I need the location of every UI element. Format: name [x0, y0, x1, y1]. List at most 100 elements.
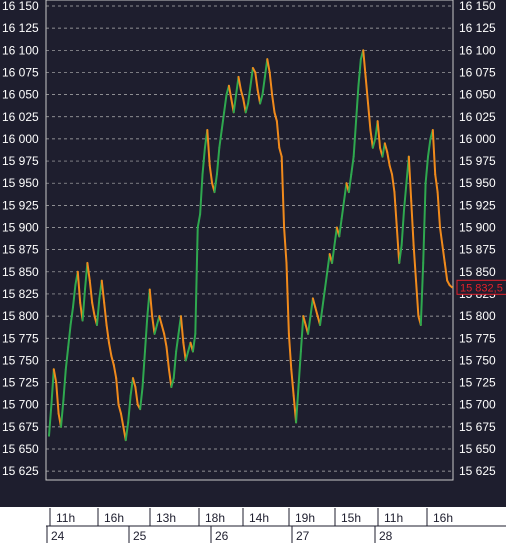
y-tick-label-right: 16 075	[459, 65, 496, 79]
y-tick-label-left: 15 800	[2, 309, 39, 323]
time-label: 14h	[249, 511, 269, 525]
y-tick-label-left: 16 025	[2, 110, 39, 124]
y-tick-label-left: 15 925	[2, 198, 39, 212]
y-tick-label-left: 16 150	[2, 0, 39, 13]
y-tick-label-left: 16 075	[2, 65, 39, 79]
price-segment	[287, 332, 293, 371]
y-tick-label-right: 16 050	[459, 88, 496, 102]
price-segment	[427, 137, 432, 158]
price-segment	[391, 173, 396, 194]
y-tick-label-left: 16 125	[2, 21, 39, 35]
price-segment	[439, 226, 444, 247]
gridlines	[46, 5, 453, 472]
y-tick-label-left: 15 900	[2, 221, 39, 235]
y-tick-label-right: 15 800	[459, 309, 496, 323]
y-tick-label-left: 15 825	[2, 287, 39, 301]
y-tick-label-right: 16 150	[459, 0, 496, 13]
price-segment	[369, 129, 374, 149]
price-segment	[206, 129, 211, 167]
y-tick-label-left: 16 000	[2, 132, 39, 146]
price-segment	[167, 368, 173, 388]
price-segment	[302, 315, 307, 326]
price-segment	[441, 244, 446, 264]
price-segment	[259, 93, 264, 105]
price-segment	[110, 354, 115, 366]
price-segment	[218, 129, 223, 149]
price-segment	[333, 226, 338, 247]
y-tick-label-left: 15 650	[2, 442, 39, 456]
price-segment	[196, 213, 202, 229]
price-segment	[400, 208, 406, 247]
price-segment	[297, 350, 302, 388]
price-segment	[91, 301, 96, 318]
price-segment	[227, 84, 233, 101]
price-segment	[266, 58, 271, 74]
y-tick-label-right: 15 950	[459, 176, 496, 190]
price-segment	[141, 350, 146, 388]
price-segment	[357, 58, 362, 87]
price-segment	[95, 297, 101, 326]
y-tick-label-left: 16 100	[2, 43, 39, 57]
price-segment	[295, 385, 300, 424]
price-segment	[131, 377, 137, 388]
price-segment	[117, 403, 122, 415]
day-label: 24	[51, 529, 65, 543]
price-segment	[247, 84, 252, 105]
y-axis-left: 16 150 16 125 16 100 16 075 16 050 16 025 16 0…	[2, 0, 39, 478]
price-segment	[422, 182, 427, 264]
day-label: 26	[215, 529, 229, 543]
price-segment	[105, 323, 110, 344]
price-segment	[443, 261, 449, 282]
price-segment	[103, 301, 108, 326]
price-segment	[160, 323, 166, 335]
price-segment	[434, 173, 439, 194]
price-series	[48, 49, 453, 442]
price-segment	[415, 279, 420, 318]
price-segment	[175, 332, 180, 353]
price-segment	[355, 84, 360, 123]
price-segment	[191, 332, 197, 353]
y-tick-label-left: 15 725	[2, 376, 39, 390]
price-segment	[311, 297, 317, 309]
price-segment	[184, 350, 190, 362]
price-segment	[273, 111, 278, 123]
y-tick-label-left: 15 850	[2, 265, 39, 279]
price-segment	[62, 368, 67, 402]
price-segment	[285, 261, 290, 335]
y-tick-label-left: 15 675	[2, 420, 39, 434]
y-tick-label-right: 15 675	[459, 420, 496, 434]
y-tick-label-left: 15 975	[2, 154, 39, 168]
price-segment	[362, 49, 367, 78]
price-segment	[52, 368, 58, 384]
price-segment	[163, 332, 168, 349]
y-tick-label-right: 16 100	[459, 43, 496, 57]
price-segment	[290, 368, 295, 397]
price-segment	[278, 146, 283, 158]
price-segment	[232, 93, 238, 114]
time-label: 18h	[205, 511, 225, 525]
price-segment	[340, 199, 346, 220]
price-segment	[268, 71, 274, 96]
price-segment	[383, 142, 389, 154]
price-segment	[431, 129, 437, 176]
price-segment	[424, 155, 430, 185]
price-segment	[139, 385, 144, 411]
price-segment	[100, 279, 106, 304]
price-segment	[249, 67, 254, 87]
price-segment	[223, 93, 228, 114]
price-segment	[119, 412, 125, 428]
price-segment	[199, 173, 204, 216]
price-segment	[129, 377, 134, 397]
price-segment	[158, 315, 163, 326]
y-tick-label-right: 15 650	[459, 442, 496, 456]
price-segment	[213, 173, 218, 194]
price-segment	[280, 155, 286, 229]
price-segment	[48, 403, 53, 437]
price-segment	[343, 182, 348, 202]
price-segment	[194, 226, 199, 335]
price-segment	[182, 341, 187, 362]
y-tick-label-right: 15 900	[459, 221, 496, 235]
y-tick-label-left: 15 875	[2, 243, 39, 257]
time-of-day-labels: 11h 16h 13h 18h 14h 19h 15h 11h 16h	[49, 508, 453, 526]
day-label: 28	[379, 529, 393, 543]
